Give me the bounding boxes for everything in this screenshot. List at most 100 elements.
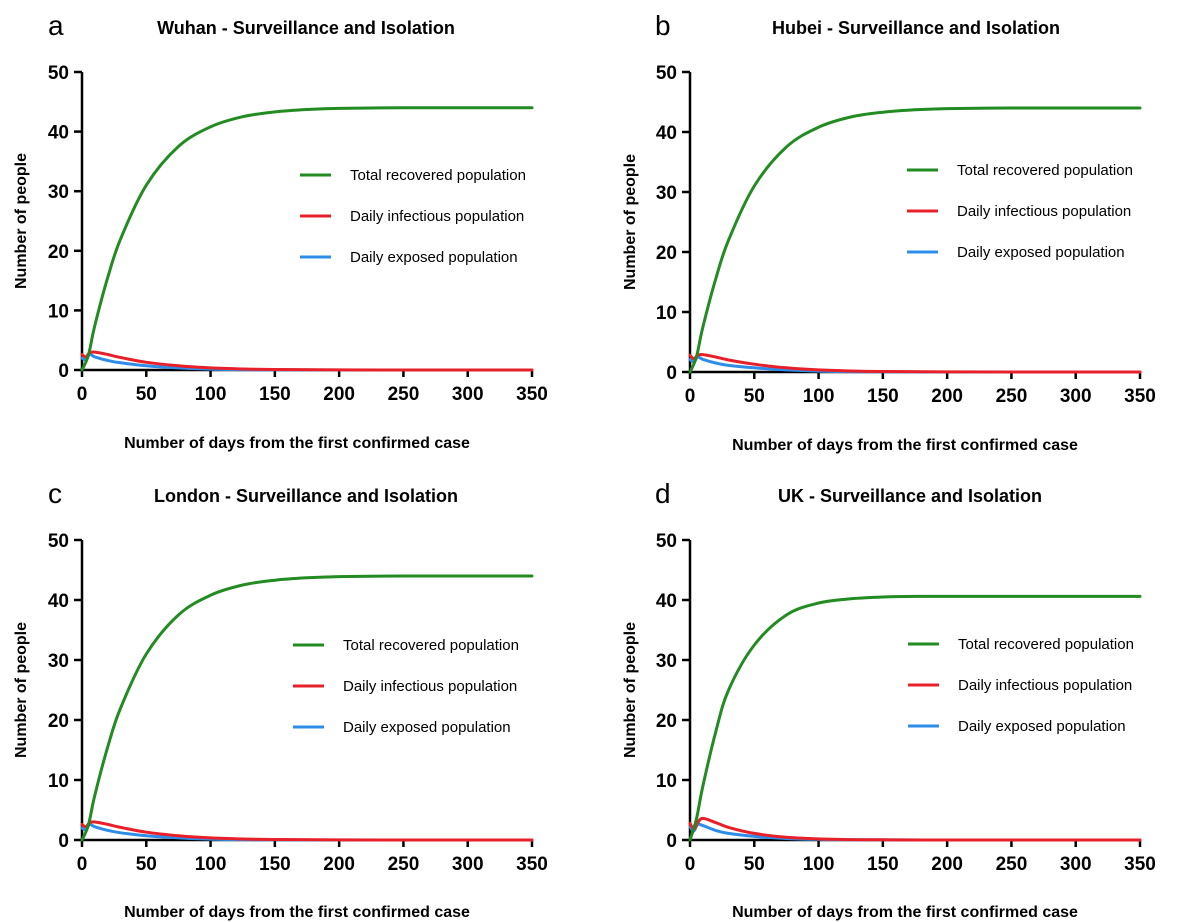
y-tick-label: 40 bbox=[48, 591, 69, 612]
y-tick-label: 40 bbox=[48, 123, 69, 144]
x-axis-label: Number of days from the first confirmed … bbox=[732, 904, 1078, 921]
chart-panel-d: d UK - Surveillance and Isolation 0 10 20 30 4… bbox=[622, 478, 1156, 921]
x-tick-label: 300 bbox=[1060, 854, 1092, 875]
series-line-exposed bbox=[688, 822, 1142, 842]
y-axis-label: Number of people bbox=[622, 622, 639, 758]
chart-panel-c: c London - Surveillance and Isolation 0 10 2… bbox=[13, 478, 548, 921]
y-tick-label: 20 bbox=[656, 711, 677, 732]
x-tick-label: 50 bbox=[136, 854, 157, 875]
chart-panel-b: b Hubei - Surveillance and Isolation 0 10 20… bbox=[622, 10, 1156, 454]
y-axis-label: Number of people bbox=[13, 153, 30, 289]
legend: Total recovered population Daily infectio… bbox=[908, 636, 1134, 735]
x-axis-label: Number of days from the first confirmed … bbox=[124, 904, 470, 921]
y-tick-label: 10 bbox=[656, 303, 677, 324]
x-tick-label: 200 bbox=[931, 386, 963, 407]
legend-label: Total recovered population bbox=[350, 167, 526, 184]
y-tick-label: 50 bbox=[48, 63, 69, 84]
x-tick-label: 200 bbox=[323, 384, 355, 405]
series-line-recovered bbox=[80, 106, 534, 372]
series-line-recovered bbox=[688, 594, 1142, 842]
x-tick-label: 150 bbox=[867, 854, 899, 875]
legend-label: Daily infectious population bbox=[958, 677, 1132, 694]
x-axis-label: Number of days from the first confirmed … bbox=[124, 435, 470, 452]
x-tick-label: 100 bbox=[195, 384, 227, 405]
legend-label: Daily infectious population bbox=[350, 208, 524, 225]
legend-label: Total recovered population bbox=[343, 637, 519, 654]
y-tick-label: 50 bbox=[656, 63, 677, 84]
legend-label: Daily exposed population bbox=[350, 249, 518, 266]
y-tick-label: 30 bbox=[656, 651, 677, 672]
y-tick-label: 30 bbox=[48, 651, 69, 672]
y-tick-label: 10 bbox=[48, 771, 69, 792]
chart-title: Wuhan - Surveillance and Isolation bbox=[157, 18, 455, 38]
x-tick-label: 0 bbox=[685, 854, 696, 875]
x-tick-label: 0 bbox=[685, 386, 696, 407]
panel-letter: c bbox=[48, 478, 62, 509]
panel-letter: d bbox=[655, 478, 671, 509]
series-line-infectious bbox=[80, 350, 534, 372]
x-tick-label: 50 bbox=[136, 384, 157, 405]
x-tick-label: 300 bbox=[1060, 386, 1092, 407]
chart-title: Hubei - Surveillance and Isolation bbox=[772, 18, 1060, 38]
legend-label: Daily exposed population bbox=[957, 244, 1125, 261]
chart-title: UK - Surveillance and Isolation bbox=[778, 486, 1042, 506]
y-tick-label: 20 bbox=[48, 711, 69, 732]
x-tick-label: 200 bbox=[931, 854, 963, 875]
series-line-infectious bbox=[80, 820, 534, 842]
legend-label: Daily infectious population bbox=[957, 203, 1131, 220]
y-tick-label: 20 bbox=[656, 243, 677, 264]
y-tick-label: 40 bbox=[656, 591, 677, 612]
x-tick-label: 150 bbox=[259, 854, 291, 875]
x-tick-label: 0 bbox=[77, 384, 88, 405]
legend-label: Total recovered population bbox=[958, 636, 1134, 653]
x-tick-label: 150 bbox=[259, 384, 291, 405]
y-tick-label: 0 bbox=[666, 831, 677, 852]
legend-label: Total recovered population bbox=[957, 162, 1133, 179]
y-tick-label: 0 bbox=[58, 361, 69, 382]
y-tick-label: 50 bbox=[48, 531, 69, 552]
x-tick-label: 350 bbox=[516, 384, 548, 405]
y-tick-label: 10 bbox=[48, 301, 69, 322]
x-tick-label: 100 bbox=[803, 854, 835, 875]
chart-panel-a: a Wuhan - Surveillance and Isolation 0 10 20… bbox=[13, 10, 548, 452]
x-axis-label: Number of days from the first confirmed … bbox=[732, 437, 1078, 454]
panel-letter: b bbox=[655, 10, 671, 41]
y-axis-label: Number of people bbox=[622, 154, 639, 290]
legend: Total recovered population Daily infectio… bbox=[907, 162, 1133, 261]
y-tick-label: 50 bbox=[656, 531, 677, 552]
legend: Total recovered population Daily infectio… bbox=[300, 167, 526, 266]
x-tick-label: 300 bbox=[452, 854, 484, 875]
y-tick-label: 10 bbox=[656, 771, 677, 792]
y-tick-label: 0 bbox=[58, 831, 69, 852]
y-tick-label: 30 bbox=[656, 183, 677, 204]
x-tick-label: 350 bbox=[516, 854, 548, 875]
x-tick-label: 350 bbox=[1124, 854, 1156, 875]
x-tick-label: 100 bbox=[803, 386, 835, 407]
series-line-infectious bbox=[688, 816, 1142, 842]
x-tick-label: 50 bbox=[744, 386, 765, 407]
y-axis-label: Number of people bbox=[13, 622, 30, 758]
y-tick-label: 40 bbox=[656, 123, 677, 144]
legend-label: Daily exposed population bbox=[343, 719, 511, 736]
y-tick-label: 20 bbox=[48, 242, 69, 263]
x-tick-label: 0 bbox=[77, 854, 88, 875]
legend-label: Daily exposed population bbox=[958, 718, 1126, 735]
x-tick-label: 350 bbox=[1124, 386, 1156, 407]
x-tick-label: 50 bbox=[744, 854, 765, 875]
y-tick-label: 0 bbox=[666, 363, 677, 384]
chart-title: London - Surveillance and Isolation bbox=[154, 486, 458, 506]
y-tick-label: 30 bbox=[48, 182, 69, 203]
x-tick-label: 100 bbox=[195, 854, 227, 875]
series-line-recovered bbox=[688, 106, 1142, 374]
x-tick-label: 250 bbox=[388, 854, 420, 875]
x-tick-label: 200 bbox=[323, 854, 355, 875]
series-line-infectious bbox=[688, 352, 1142, 374]
legend: Total recovered population Daily infectio… bbox=[293, 637, 519, 736]
x-tick-label: 300 bbox=[452, 384, 484, 405]
series-line-recovered bbox=[80, 574, 534, 842]
legend-label: Daily infectious population bbox=[343, 678, 517, 695]
x-tick-label: 150 bbox=[867, 386, 899, 407]
x-tick-label: 250 bbox=[388, 384, 420, 405]
x-tick-label: 250 bbox=[996, 854, 1028, 875]
